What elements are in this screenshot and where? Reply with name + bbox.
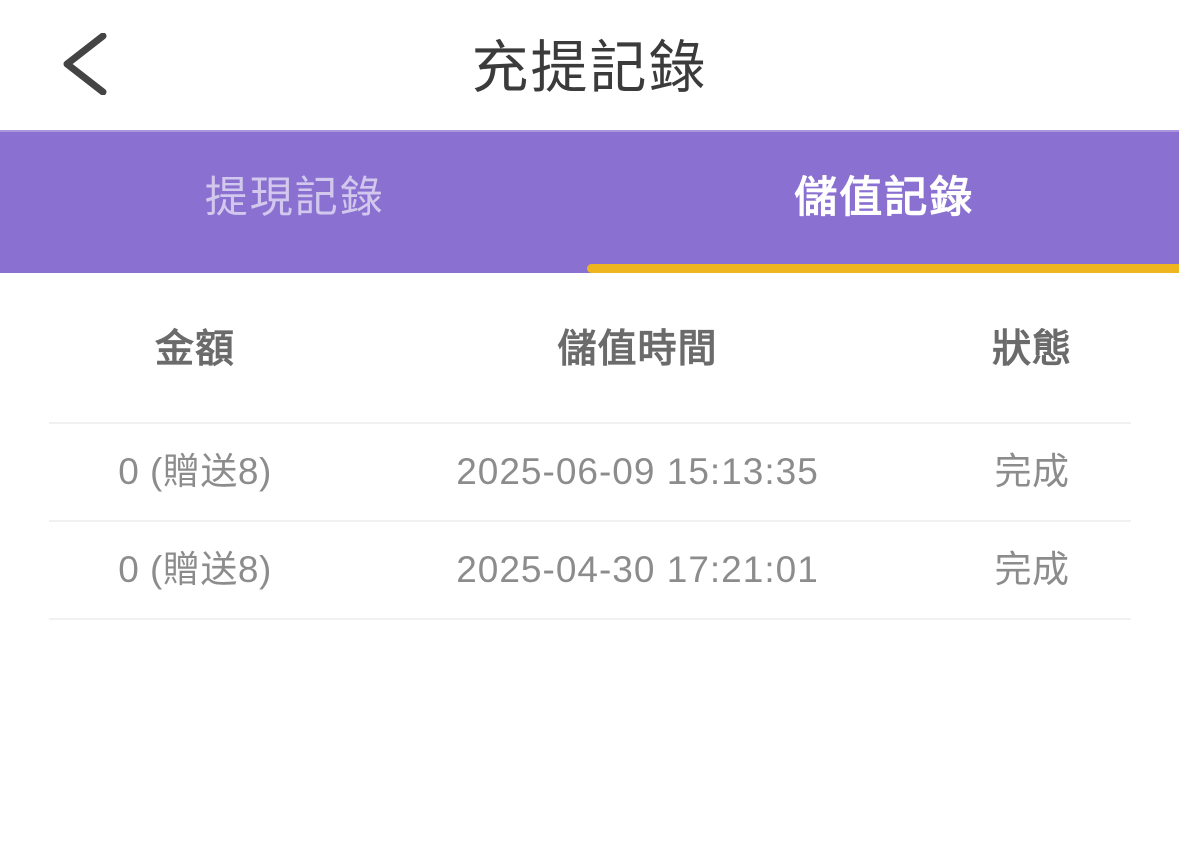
row-divider	[0, 422, 1179, 424]
page-title: 充提記錄	[471, 35, 708, 100]
table-row[interactable]: 0 (贈送8) 2025-04-30 17:21:01 完成	[0, 521, 1179, 618]
row-divider	[0, 520, 1179, 522]
cell-status: 完成	[994, 451, 1070, 492]
tab-deposit-records-label: 儲值記錄	[794, 174, 975, 222]
cell-amount: 0 (贈送8)	[118, 451, 272, 492]
records-table: 金額 儲值時間 狀態 0 (贈送8) 2025-06-09 15:13:35 完…	[0, 273, 1179, 849]
table-row[interactable]: 0 (贈送8) 2025-06-09 15:13:35 完成	[0, 423, 1179, 520]
cell-time: 2025-06-09 15:13:35	[456, 451, 819, 492]
cell-amount: 0 (贈送8)	[118, 549, 272, 590]
tab-withdraw-records[interactable]: 提現記錄	[0, 132, 590, 273]
table-header-row: 金額 儲值時間 狀態	[0, 273, 1179, 422]
column-header-time: 儲值時間	[557, 328, 718, 371]
column-header-amount: 金額	[154, 328, 235, 371]
nav-header: 充提記錄	[0, 0, 1179, 130]
tab-active-indicator	[587, 264, 1179, 273]
tab-bar: 提現記錄 儲值記錄	[0, 130, 1179, 273]
column-header-status: 狀態	[991, 328, 1072, 371]
cell-status: 完成	[994, 549, 1070, 590]
tab-deposit-records[interactable]: 儲值記錄	[590, 132, 1179, 273]
cell-time: 2025-04-30 17:21:01	[456, 549, 819, 590]
table-empty-area	[0, 619, 1179, 849]
back-button[interactable]	[34, 14, 134, 114]
tab-withdraw-records-label: 提現記錄	[204, 174, 385, 222]
chevron-left-icon	[61, 33, 107, 95]
row-divider	[0, 618, 1179, 620]
